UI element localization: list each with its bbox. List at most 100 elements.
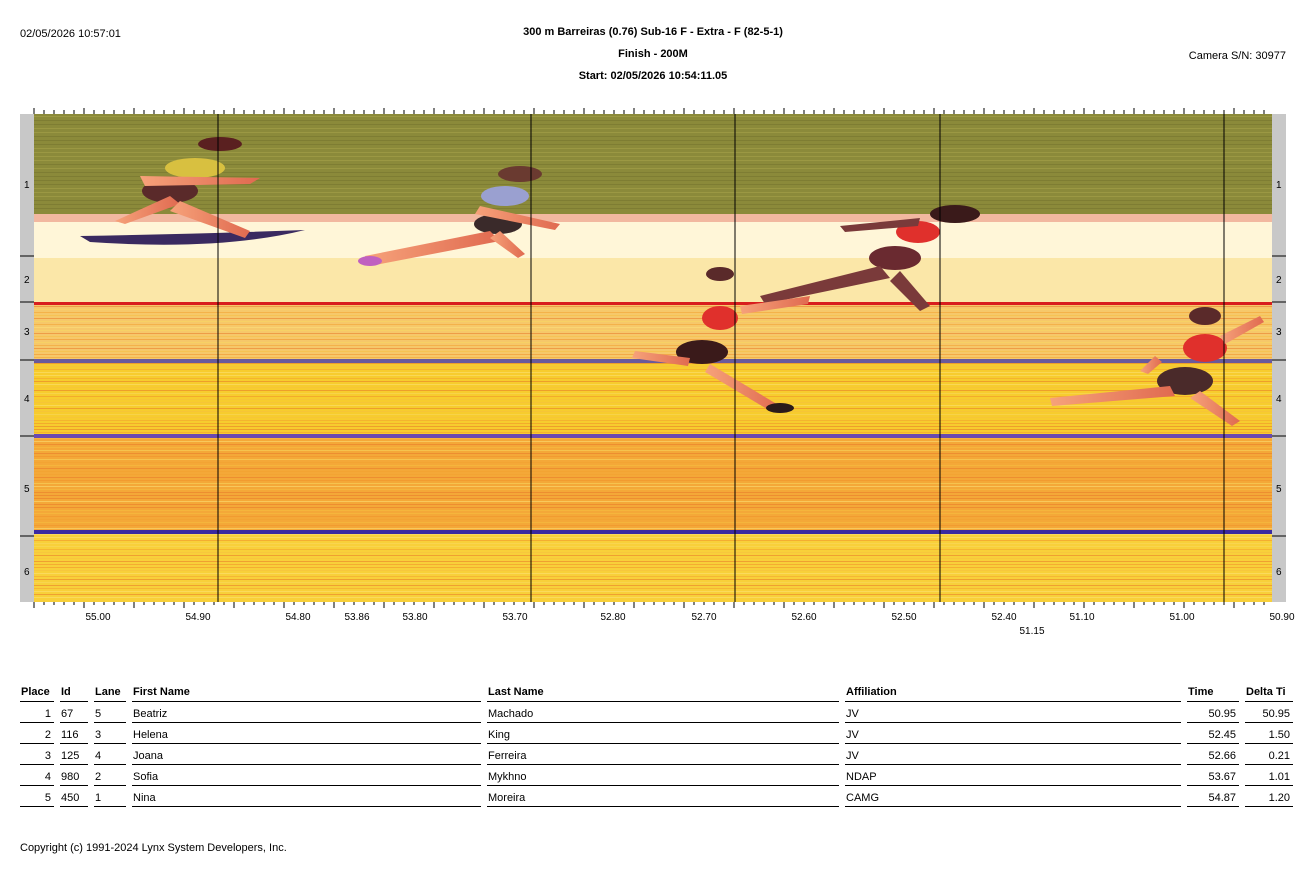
stripe — [34, 546, 1272, 547]
runner-lane-3 — [760, 205, 980, 311]
stripe — [34, 474, 1272, 475]
stripe — [34, 396, 1272, 397]
place-cell: 5 — [20, 786, 54, 807]
time-cell: 52.66 — [1187, 744, 1239, 765]
time-label: 54.80 — [285, 612, 310, 623]
stripe — [34, 564, 1272, 565]
col-lane: Lane — [94, 684, 126, 702]
runner-lane-5 — [1050, 307, 1264, 426]
time-cell: 53.67 — [1187, 765, 1239, 786]
stripe — [34, 348, 1272, 349]
stripe — [34, 456, 1272, 457]
col-id: Id — [60, 684, 88, 702]
result-row[interactable]: 5 450 1 Nina Moreira CAMG 54.87 1.20 — [20, 786, 1293, 807]
time-label: 53.80 — [402, 612, 427, 623]
stripe — [34, 585, 1272, 586]
time-cursor-lines — [217, 114, 1225, 602]
stripe — [34, 172, 1272, 173]
last-name-cell: King — [487, 723, 839, 744]
stripe — [34, 327, 1272, 328]
stripe — [34, 330, 1272, 331]
stripe — [34, 423, 1272, 424]
stripe — [34, 414, 1272, 415]
photo-finish-image[interactable]: 1 1 2 2 3 3 4 4 5 5 6 6 55.00 54.90 54.8… — [20, 106, 1296, 636]
lane-cell: 3 — [94, 723, 126, 744]
stripe — [34, 543, 1272, 544]
lane-label: 3 — [24, 327, 30, 338]
stripe — [34, 498, 1272, 499]
stripe — [34, 387, 1272, 388]
copyright-notice: Copyright (c) 1991-2024 Lynx System Deve… — [20, 842, 287, 854]
stripe — [34, 411, 1272, 412]
stripe — [34, 402, 1272, 403]
time-label: 52.40 — [991, 612, 1016, 623]
stripe — [34, 450, 1272, 451]
stripe — [34, 339, 1272, 340]
result-row[interactable]: 3 125 4 Joana Ferreira JV 52.66 0.21 — [20, 744, 1293, 765]
time-label: 52.50 — [891, 612, 916, 623]
stripe — [34, 420, 1272, 421]
time-label: 54.90 — [185, 612, 210, 623]
stripe — [34, 444, 1272, 445]
finish-label: Finish - 200M — [618, 48, 688, 60]
stripe — [34, 378, 1272, 379]
time-cell: 52.45 — [1187, 723, 1239, 744]
lane-label: 5 — [1276, 484, 1282, 495]
time-label: 55.00 — [85, 612, 110, 623]
stripe — [34, 429, 1272, 430]
stripe — [34, 208, 1272, 209]
delta-cell: 1.50 — [1245, 723, 1293, 744]
stripe — [34, 534, 1272, 535]
lane-line-2-3 — [34, 302, 1272, 305]
lane-cell: 1 — [94, 786, 126, 807]
stripe — [34, 136, 1272, 137]
stripe — [34, 483, 1272, 484]
place-cell: 2 — [20, 723, 54, 744]
lane-separators — [20, 255, 1286, 537]
time-cell: 54.87 — [1187, 786, 1239, 807]
first-name-cell: Nina — [132, 786, 481, 807]
stripe — [34, 582, 1272, 583]
delta-cell: 0.21 — [1245, 744, 1293, 765]
result-row[interactable]: 4 980 2 Sofia Mykhno NDAP 53.67 1.01 — [20, 765, 1293, 786]
stripe — [34, 381, 1272, 382]
last-name-cell: Ferreira — [487, 744, 839, 765]
left-frame-strip — [20, 114, 34, 602]
stripe — [34, 120, 1272, 121]
stripe — [34, 196, 1272, 197]
stripe — [34, 453, 1272, 454]
stripe — [34, 375, 1272, 376]
stripe — [34, 168, 1272, 169]
stripe — [34, 579, 1272, 580]
lane-labels: 1 1 2 2 3 3 4 4 5 5 6 6 — [24, 180, 1282, 578]
results-table: Place Id Lane First Name Last Name Affil… — [20, 684, 1293, 807]
delta-cell: 50.95 — [1245, 702, 1293, 723]
stripe — [34, 570, 1272, 571]
stripe — [34, 148, 1272, 149]
time-axis-ticks — [33, 108, 1265, 608]
lane-label: 2 — [1276, 275, 1282, 286]
stripe — [34, 200, 1272, 201]
stripe — [34, 432, 1272, 433]
stripe — [34, 345, 1272, 346]
col-time: Time — [1187, 684, 1239, 702]
result-row[interactable]: 1 67 5 Beatriz Machado JV 50.95 50.95 — [20, 702, 1293, 723]
stripe — [34, 468, 1272, 469]
time-label: 51.10 — [1069, 612, 1094, 623]
stripe — [34, 306, 1272, 307]
lane-label: 6 — [24, 567, 30, 578]
lane-label: 2 — [24, 275, 30, 286]
stripe — [34, 369, 1272, 370]
stripe — [34, 492, 1272, 493]
stripe — [34, 510, 1272, 511]
stripe — [34, 188, 1272, 189]
lane-line-4-5 — [34, 434, 1272, 438]
result-row[interactable]: 2 116 3 Helena King JV 52.45 1.50 — [20, 723, 1293, 744]
stripe — [34, 128, 1272, 129]
runner-lane-1 — [80, 137, 305, 245]
start-time: Start: 02/05/2026 10:54:11.05 — [578, 70, 728, 82]
stripe — [34, 390, 1272, 391]
lane-label: 3 — [1276, 327, 1282, 338]
last-name-cell: Moreira — [487, 786, 839, 807]
time-label: 52.70 — [691, 612, 716, 623]
